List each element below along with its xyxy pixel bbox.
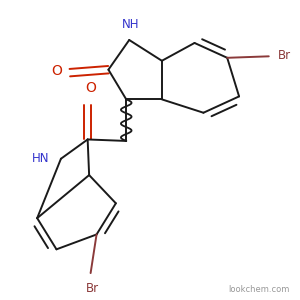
Text: HN: HN xyxy=(32,152,49,165)
Text: lookchem.com: lookchem.com xyxy=(228,285,290,294)
Text: Br: Br xyxy=(85,282,99,295)
Text: NH: NH xyxy=(122,18,140,31)
Text: O: O xyxy=(51,64,62,78)
Text: O: O xyxy=(85,81,96,95)
Text: Br: Br xyxy=(278,49,291,62)
